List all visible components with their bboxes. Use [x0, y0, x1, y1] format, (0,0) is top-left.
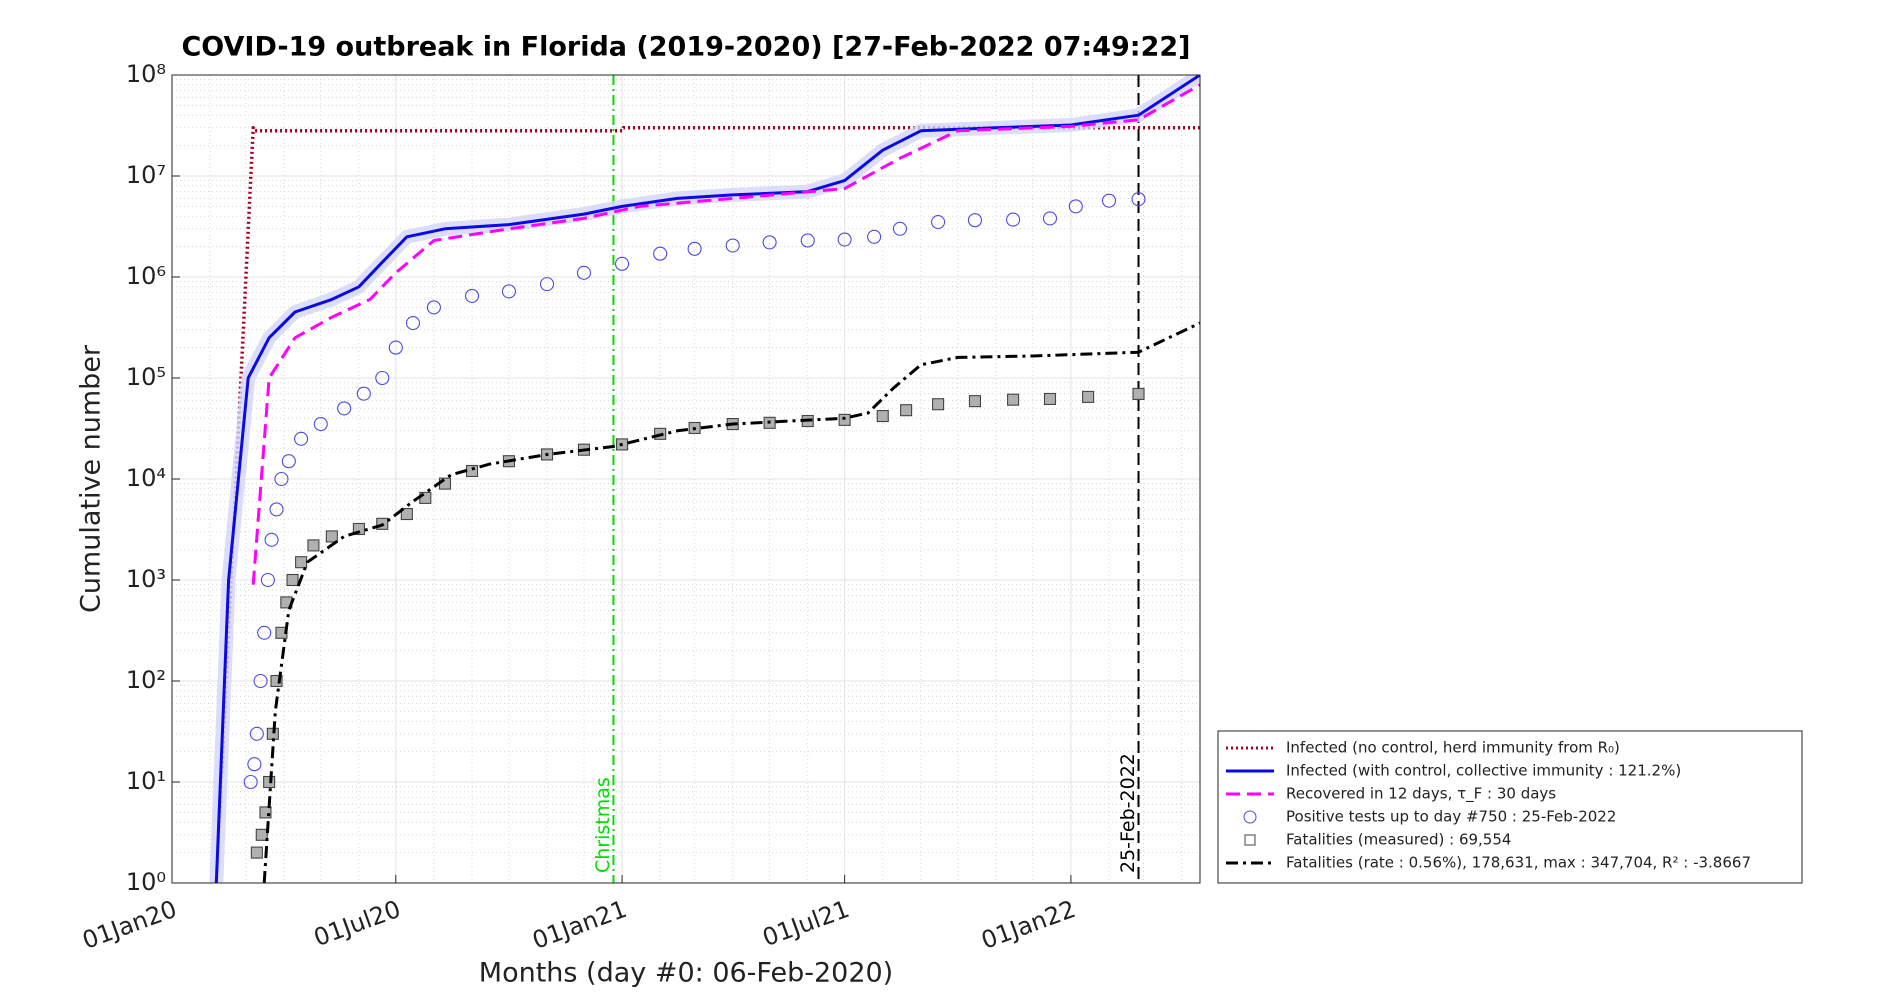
y-tick-label: 10⁰	[126, 868, 166, 896]
data-point	[356, 386, 371, 401]
data-point	[837, 232, 852, 247]
data-point	[264, 532, 279, 547]
data-point	[438, 477, 452, 490]
legend-label: Infected (with control, collective immun…	[1286, 762, 1681, 780]
data-point	[838, 413, 851, 426]
data-point	[867, 229, 882, 244]
legend: Infected (no control, herd immunity from…	[1217, 730, 1803, 884]
data-point	[725, 238, 740, 253]
legend-marker	[1244, 834, 1256, 846]
data-point	[1132, 387, 1145, 400]
data-point	[263, 775, 276, 789]
data-point	[1042, 211, 1058, 226]
data-point	[286, 573, 299, 587]
data-point	[464, 288, 480, 303]
x-tick-label: 01Jan20	[79, 895, 181, 955]
x-axis-label: Months (day #0: 06-Feb-2020)	[479, 958, 893, 989]
data-point	[576, 265, 591, 280]
data-point	[687, 241, 702, 256]
y-tick-label: 10⁷	[126, 161, 166, 189]
data-point	[274, 471, 289, 487]
y-axis-label: Cumulative number	[76, 344, 107, 613]
data-point	[892, 221, 908, 236]
series-line	[251, 83, 1200, 585]
data-point	[352, 522, 365, 536]
data-point	[405, 315, 421, 331]
legend-label: Fatalities (measured) : 69,554	[1286, 831, 1511, 849]
data-point	[1043, 392, 1057, 406]
data-point	[375, 370, 390, 386]
legend-label: Infected (no control, herd immunity from…	[1286, 739, 1620, 757]
y-tick-label: 10⁴	[126, 464, 166, 492]
x-tick-label: 01Jan22	[978, 895, 1080, 955]
data-point	[257, 625, 272, 640]
data-point	[968, 395, 982, 408]
data-point	[1068, 199, 1083, 214]
data-point	[1007, 393, 1020, 406]
data-point	[337, 401, 352, 416]
data-point	[653, 246, 668, 261]
series-line	[214, 126, 1200, 883]
series-line	[214, 75, 1200, 883]
data-point	[250, 846, 263, 859]
data-point	[931, 214, 946, 230]
data-point	[281, 454, 296, 469]
data-point	[388, 340, 403, 355]
data-point	[295, 556, 308, 569]
data-point	[1006, 212, 1021, 227]
legend-marker	[1243, 810, 1257, 824]
data-point	[426, 300, 441, 315]
data-point	[967, 213, 983, 228]
data-point	[313, 416, 328, 432]
data-point	[800, 233, 815, 248]
data-point	[255, 828, 268, 841]
data-point	[539, 277, 555, 292]
data-point	[247, 757, 262, 772]
legend-label: Recovered in 12 days, τ_F : 30 days	[1286, 785, 1556, 804]
data-point	[465, 464, 479, 478]
annotation-label: 25-Feb-2022	[1117, 753, 1139, 873]
data-point	[249, 726, 264, 741]
data-point	[253, 673, 268, 689]
legend-label: Positive tests up to day #750 : 25-Feb-2…	[1286, 808, 1616, 826]
y-tick-label: 10⁶	[126, 262, 166, 290]
data-point	[400, 507, 413, 521]
data-point	[900, 404, 913, 417]
data-point	[932, 398, 945, 411]
series-line	[262, 321, 1200, 883]
plot-marks	[209, 75, 1200, 883]
data-point	[501, 284, 516, 299]
data-point	[876, 410, 889, 423]
y-tick-label: 10¹	[126, 767, 166, 795]
data-point	[270, 674, 283, 688]
data-point	[615, 256, 630, 271]
data-point	[762, 235, 777, 250]
data-point	[260, 572, 275, 588]
data-point	[269, 502, 284, 517]
x-tick-label: 01Jan21	[529, 895, 631, 955]
data-point	[1082, 390, 1095, 403]
y-tick-label: 10³	[126, 565, 166, 593]
data-point	[259, 806, 272, 819]
data-point	[294, 431, 309, 446]
y-tick-label: 10⁵	[126, 363, 166, 391]
data-point	[325, 530, 338, 543]
annotation-label: Christmas	[592, 777, 614, 873]
data-point	[307, 539, 320, 552]
legend-label: Fatalities (rate : 0.56%), 178,631, max …	[1286, 854, 1751, 872]
y-tick-label: 10⁸	[126, 60, 166, 88]
legend-box	[1217, 730, 1803, 884]
data-point	[243, 774, 258, 790]
x-tick-label: 01Jul20	[310, 895, 404, 952]
data-point	[1131, 192, 1146, 207]
data-point	[1101, 193, 1117, 208]
x-tick-label: 01Jul21	[759, 895, 853, 952]
y-tick-label: 10²	[126, 666, 166, 694]
chart-title: COVID-19 outbreak in Florida (2019-2020)…	[181, 32, 1190, 63]
